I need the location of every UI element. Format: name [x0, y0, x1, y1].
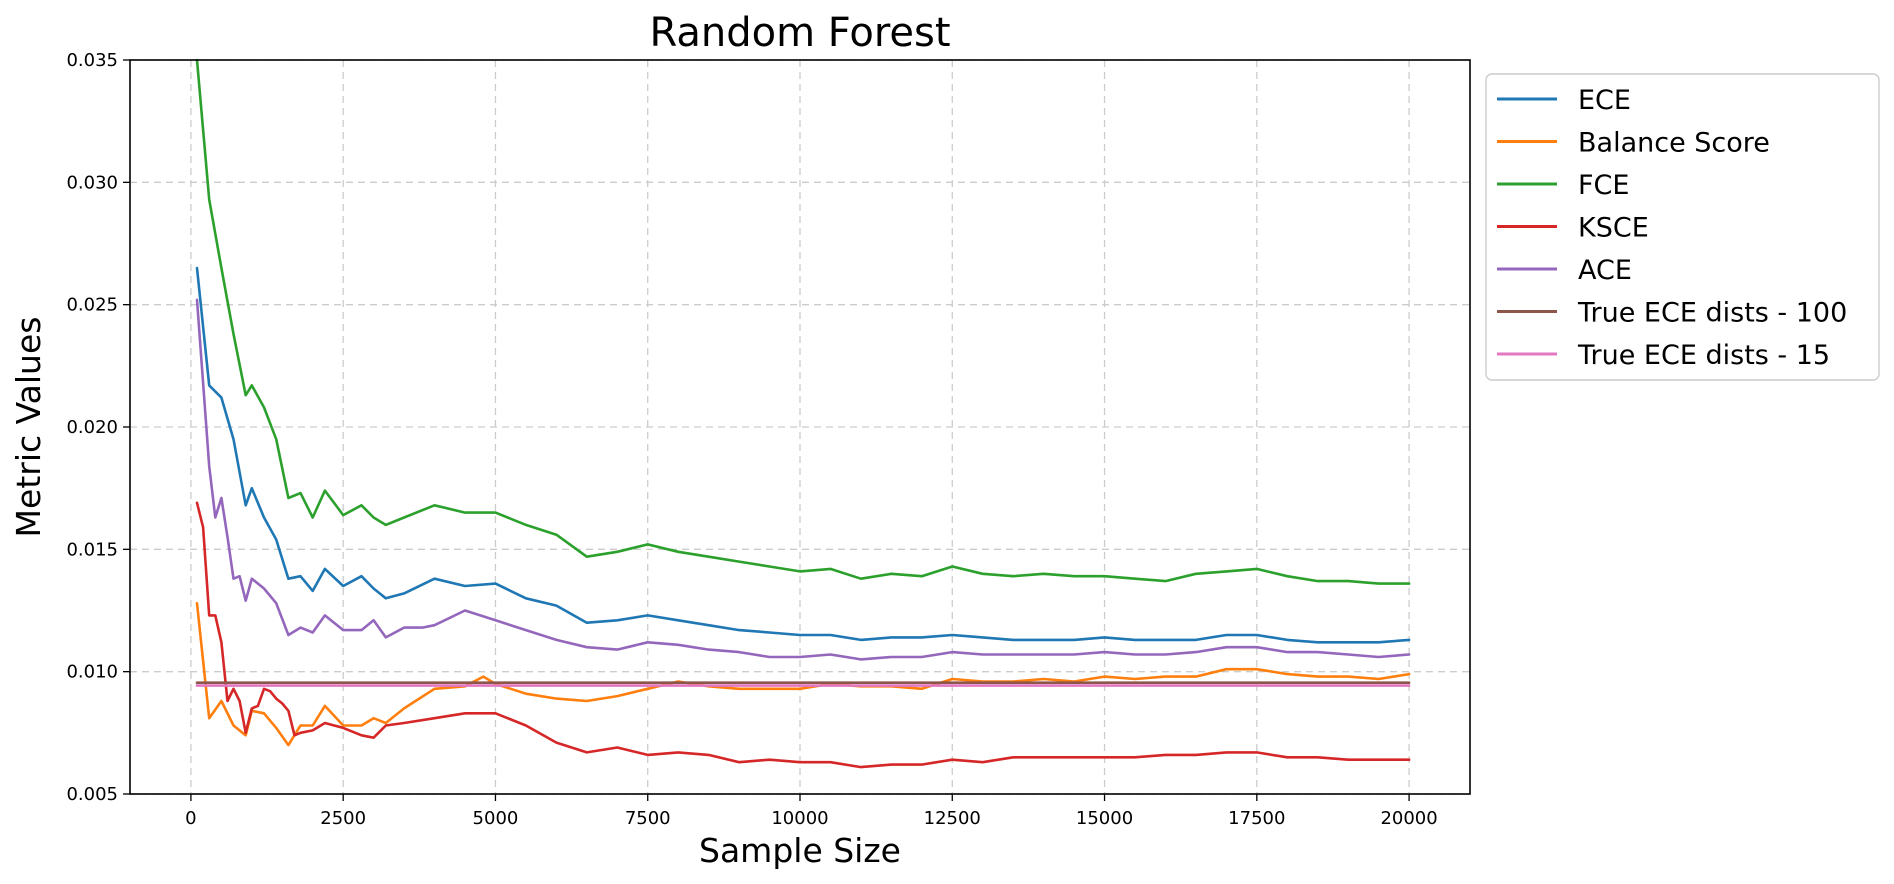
y-axis-ticks: 0.005 0.010 0.015 0.020 0.025 0.030 0.035: [66, 50, 130, 805]
x-tick-label: 7500: [625, 808, 671, 829]
legend-label-true-ece-dists-15: True ECE dists - 15: [1577, 340, 1830, 371]
y-tick-label: 0.005: [66, 784, 118, 805]
x-tick-label: 2500: [320, 808, 366, 829]
legend-label-balance-score: Balance Score: [1578, 128, 1770, 159]
y-tick-label: 0.035: [66, 50, 118, 71]
series-line-ksce: [195, 501, 1411, 769]
y-tick-label: 0.010: [66, 662, 118, 683]
legend-label-true-ece-dists-100: True ECE dists - 100: [1577, 298, 1847, 329]
chart-title: Random Forest: [649, 10, 950, 56]
y-tick-label: 0.030: [66, 172, 118, 193]
x-tick-label: 12500: [924, 808, 981, 829]
x-tick-label: 5000: [473, 808, 519, 829]
legend-label-ace: ACE: [1578, 255, 1632, 286]
x-axis-ticks: 0 2500 5000 7500 10000 12500 15000 17500 20000: [185, 794, 1438, 829]
series-line-balance-score: [195, 601, 1411, 747]
x-tick-label: 17500: [1228, 808, 1285, 829]
y-tick-label: 0.020: [66, 417, 118, 438]
legend-box: [1485, 73, 1880, 381]
x-axis-label: Sample Size: [699, 831, 901, 870]
y-tick-label: 0.025: [66, 295, 118, 316]
series-line-ece: [195, 266, 1411, 644]
x-tick-label: 0: [185, 808, 196, 829]
x-tick-label: 10000: [771, 808, 828, 829]
y-tick-label: 0.015: [66, 539, 118, 560]
legend: ECE Balance Score FCE KSCE ACE True ECE dists…: [1485, 73, 1880, 381]
x-tick-label: 15000: [1076, 808, 1133, 829]
x-tick-label: 20000: [1380, 808, 1437, 829]
series-line-ace: [195, 298, 1411, 661]
y-axis-label: Metric Values: [9, 317, 48, 538]
legend-label-fce: FCE: [1578, 170, 1629, 201]
plot-series: [195, 58, 1411, 769]
legend-label-ece: ECE: [1578, 85, 1631, 116]
series-line-fce: [195, 58, 1411, 585]
legend-label-ksce: KSCE: [1578, 213, 1649, 244]
